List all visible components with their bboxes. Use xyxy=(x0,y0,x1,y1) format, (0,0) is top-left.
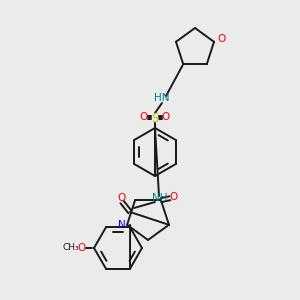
Text: O: O xyxy=(217,34,225,44)
Text: O: O xyxy=(140,112,148,122)
Text: O: O xyxy=(170,192,178,202)
Text: S: S xyxy=(151,112,159,124)
Text: O: O xyxy=(162,112,170,122)
Text: HN: HN xyxy=(154,93,170,103)
Text: O: O xyxy=(117,193,125,203)
Text: N: N xyxy=(118,220,126,230)
Text: O: O xyxy=(78,243,86,253)
Text: CH₃: CH₃ xyxy=(63,244,79,253)
Text: NH: NH xyxy=(152,193,168,203)
